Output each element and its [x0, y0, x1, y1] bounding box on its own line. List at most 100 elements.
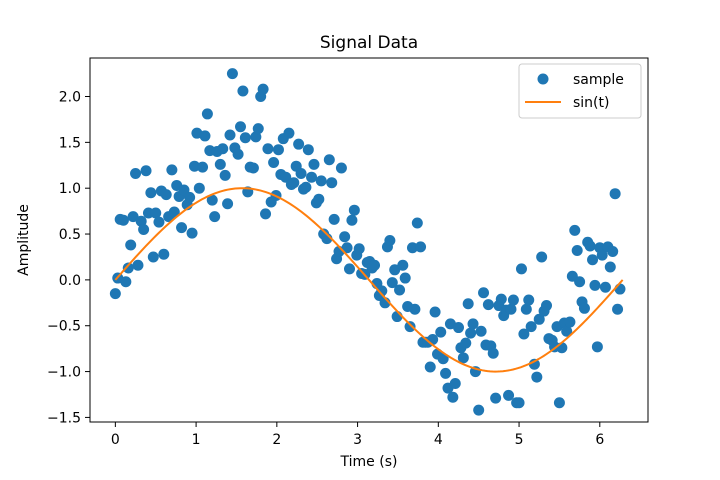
sample-point: [288, 177, 300, 189]
sample-point: [460, 337, 472, 349]
sample-point: [447, 391, 459, 403]
axes-layer: 0 1 2 3 4 5 6 −1.5 −1.0 −0.5 0.0 0.5 1.0 1.5 2.0: [47, 57, 649, 448]
sample-point: [186, 227, 198, 239]
legend: sample sin(t): [518, 63, 642, 119]
sample-point: [507, 294, 519, 306]
sample-point: [268, 157, 280, 169]
sample-point: [384, 234, 396, 246]
sample-point: [397, 259, 409, 271]
sample-point: [589, 279, 601, 291]
sample-point: [487, 347, 499, 359]
sample-point: [127, 211, 139, 223]
x-tick-label: 1: [192, 432, 201, 448]
x-axis-label: Time (s): [340, 454, 398, 470]
sample-point: [293, 138, 305, 150]
sample-point: [150, 207, 162, 219]
sample-point: [449, 377, 461, 389]
sample-point: [226, 68, 238, 80]
sample-point: [335, 162, 347, 174]
sample-point: [197, 161, 209, 173]
sample-point: [523, 294, 535, 306]
sample-point: [541, 300, 553, 312]
sample-point: [247, 162, 259, 174]
sample-point: [435, 326, 447, 338]
data-layer: [109, 68, 626, 416]
sample-point: [160, 189, 172, 201]
sample-point: [109, 288, 121, 300]
sample-point: [339, 231, 351, 243]
x-tick-label: 4: [434, 432, 443, 448]
y-tick-label: 1.0: [59, 181, 81, 197]
x-tick-label: 2: [272, 432, 281, 448]
sample-point: [153, 216, 165, 228]
sample-point: [346, 214, 358, 226]
sample-point: [409, 303, 421, 315]
sample-point: [295, 168, 307, 180]
sample-point: [257, 83, 269, 95]
sample-point: [239, 132, 251, 144]
sample-point: [569, 224, 581, 236]
sample-point: [300, 181, 312, 193]
sample-point: [122, 262, 134, 274]
sample-point: [201, 108, 213, 120]
sample-point: [528, 358, 540, 370]
sample-point: [237, 85, 249, 97]
y-tick-label: 1.5: [59, 135, 81, 151]
y-axis-label: Amplitude: [16, 204, 32, 276]
sample-point: [209, 211, 221, 223]
sample-point: [193, 182, 205, 194]
y-tick-label: 0.0: [59, 273, 81, 289]
x-tick-label: 6: [595, 432, 604, 448]
sample-point: [462, 298, 474, 310]
legend-sin-label: sin(t): [573, 95, 609, 111]
sample-point: [478, 287, 490, 299]
sample-point: [188, 160, 200, 172]
sample-point: [262, 143, 274, 155]
sample-point: [604, 261, 616, 273]
sample-point: [117, 214, 129, 226]
sample-point: [341, 242, 353, 254]
sample-point: [571, 245, 583, 257]
sample-point: [473, 404, 485, 416]
sample-point: [587, 254, 599, 266]
sample-point: [184, 191, 196, 203]
y-tick-label: −0.5: [47, 319, 81, 335]
sample-point: [475, 325, 487, 337]
sample-point: [232, 148, 244, 160]
sample-point: [306, 171, 318, 183]
sample-point: [406, 242, 418, 254]
sample-point: [158, 248, 170, 260]
sample-point: [531, 371, 543, 383]
sample-point: [596, 249, 608, 261]
y-tick-label: 2.0: [59, 90, 81, 106]
sample-point: [125, 239, 137, 251]
sample-point: [138, 223, 150, 235]
y-tick-label: −1.0: [47, 365, 81, 381]
sample-point: [533, 313, 545, 325]
sample-point: [326, 177, 338, 189]
sample-point: [561, 325, 573, 337]
sample-point: [328, 213, 340, 225]
sample-point: [147, 251, 159, 263]
sample-point: [467, 318, 479, 330]
sample-point: [120, 276, 132, 288]
sample-point: [482, 299, 494, 311]
sample-point: [612, 303, 624, 315]
sample-point: [369, 259, 381, 271]
sample-point: [135, 215, 147, 227]
sample-point: [199, 130, 211, 142]
sample-point: [250, 131, 262, 143]
sample-point: [283, 127, 295, 139]
sample-point: [217, 143, 229, 155]
sample-point: [411, 217, 423, 229]
sample-point: [389, 264, 401, 276]
sample-point: [235, 121, 247, 133]
sample-point: [513, 397, 525, 409]
sample-point: [348, 204, 360, 216]
plot-area: [90, 58, 648, 422]
sample-point: [520, 303, 532, 315]
sample-point: [344, 263, 356, 275]
sample-point: [453, 322, 465, 334]
sample-point: [394, 284, 406, 296]
sample-point: [564, 316, 576, 328]
